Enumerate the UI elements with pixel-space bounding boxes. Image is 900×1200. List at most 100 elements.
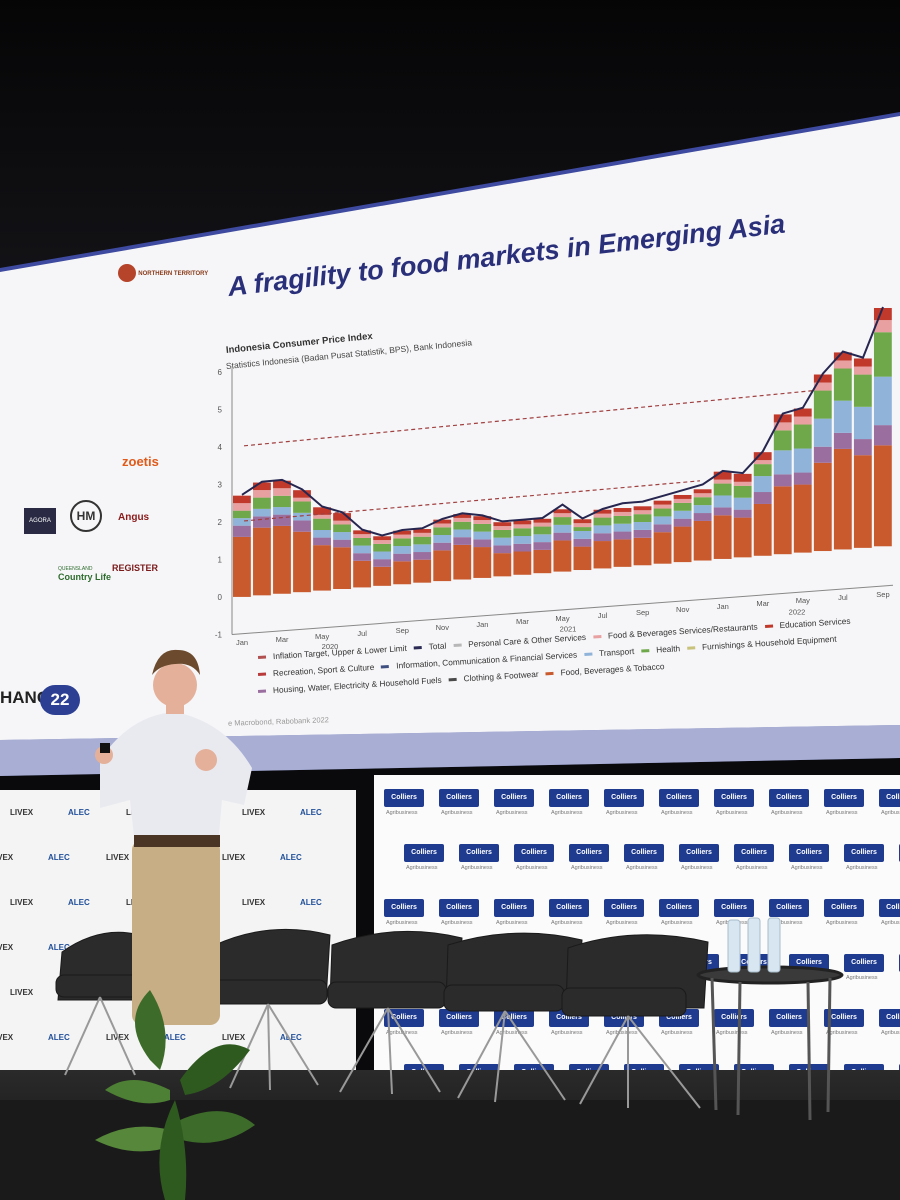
bar-segment — [793, 424, 812, 449]
bar-segment — [393, 530, 412, 535]
bar-segment — [493, 522, 512, 527]
bar-segment — [593, 517, 612, 526]
bar-segment — [773, 486, 792, 555]
bar-segment — [273, 495, 291, 508]
bar-segment — [813, 382, 832, 391]
bar-segment — [573, 523, 592, 528]
bar-segment — [733, 497, 752, 510]
bar-segment — [693, 493, 712, 498]
bar-segment — [253, 527, 271, 596]
x-tick-label: Jul — [357, 629, 367, 638]
bar-segment — [533, 534, 552, 543]
bar-segment — [773, 474, 792, 487]
x-tick-label: Jul — [838, 593, 848, 602]
bar-segment — [633, 529, 652, 538]
bar-segment — [493, 553, 512, 577]
colliers-logo: Colliers — [714, 789, 754, 807]
bar-segment — [613, 523, 632, 532]
y-tick-label: 4 — [218, 443, 223, 452]
bar-segment — [573, 546, 592, 571]
colliers-subtitle: Agribusiness — [826, 920, 858, 926]
bar-segment — [793, 484, 812, 553]
bar-segment — [573, 519, 592, 524]
colliers-subtitle: Agribusiness — [771, 920, 803, 926]
bar-segment — [233, 510, 251, 519]
year-label: 2022 — [789, 607, 806, 616]
colliers-logo: Colliers — [659, 789, 699, 807]
colliers-logo: Colliers — [879, 789, 900, 807]
bar-segment — [273, 514, 291, 526]
bar-segment — [473, 516, 492, 521]
bar-segment — [293, 520, 311, 532]
colliers-logo: Colliers — [404, 844, 444, 862]
bar-segment — [333, 524, 351, 533]
bar-segment — [413, 532, 432, 537]
colliers-subtitle: Agribusiness — [846, 865, 878, 871]
bar-segment — [533, 542, 552, 550]
bar-segment — [373, 540, 392, 544]
bar-segment — [553, 509, 572, 514]
colliers-subtitle: Agribusiness — [826, 810, 858, 816]
colliers-logo: Colliers — [844, 844, 884, 862]
bar-segment — [553, 524, 572, 533]
bar-segment — [433, 527, 452, 536]
alec-logo: ALEC — [164, 1033, 186, 1042]
bar-segment — [473, 520, 492, 524]
colliers-subtitle: Agribusiness — [496, 810, 528, 816]
y-tick-label: -1 — [215, 631, 223, 640]
colliers-subtitle: Agribusiness — [441, 810, 473, 816]
bar-segment — [473, 539, 492, 548]
y-tick-label: 3 — [218, 481, 223, 490]
colliers-logo: Colliers — [824, 1009, 864, 1027]
x-tick-label: Jul — [598, 611, 608, 620]
year-label: 2020 — [322, 642, 339, 651]
bar-segment — [333, 513, 351, 521]
bar-segment — [393, 546, 412, 554]
colliers-subtitle: Agribusiness — [826, 1030, 858, 1036]
bar-segment — [293, 490, 311, 498]
bar-segment — [593, 513, 612, 518]
bar-segment — [613, 515, 632, 524]
bar-segment — [273, 507, 291, 515]
bar-segment — [353, 545, 372, 554]
bar-segment — [673, 502, 692, 511]
colliers-logo: Colliers — [624, 844, 664, 862]
colliers-logo: Colliers — [459, 844, 499, 862]
bar-segment — [453, 529, 472, 538]
northern-territory-logo: NORTHERN TERRITORY — [118, 264, 208, 282]
colliers-subtitle: Agribusiness — [551, 1030, 583, 1036]
x-tick-label: Jan — [476, 620, 488, 629]
nt-circle-icon — [118, 264, 136, 282]
livex-logo: LIVEX — [0, 1033, 14, 1042]
bar-segment — [313, 530, 331, 538]
bar-segment — [833, 352, 852, 361]
bar-segment — [633, 510, 652, 515]
bar-segment — [673, 526, 692, 563]
cpi-chart: -1 0 1 2 3 4 5 6 Jan Mar May Jul Sep Nov Jan Mar May Jul S… — [215, 306, 894, 651]
bar-segment — [473, 523, 492, 532]
bar-segment — [373, 543, 392, 552]
x-tick-label: Sep — [396, 626, 409, 635]
bar-segment — [533, 518, 552, 523]
colliers-subtitle: Agribusiness — [406, 865, 438, 871]
bar-segment — [453, 537, 472, 545]
alec-logo: ALEC — [48, 853, 70, 862]
bar-segment — [613, 508, 632, 512]
colliers-subtitle: Agribusiness — [516, 865, 548, 871]
x-tick-label: Nov — [436, 623, 450, 632]
bar-segment — [293, 501, 311, 513]
chair — [561, 934, 709, 1109]
bar-segment — [713, 507, 732, 516]
alec-logo: ALEC — [48, 1033, 70, 1042]
bar-segment — [833, 448, 852, 550]
bar-segment — [413, 529, 432, 533]
bar-segment — [373, 559, 392, 567]
bar-segment — [753, 476, 772, 493]
chair — [443, 932, 583, 1103]
bar-segment — [553, 540, 572, 572]
bar-segment — [833, 360, 852, 369]
bar-segment — [233, 536, 251, 597]
bar-segment — [393, 538, 412, 547]
bar-segment — [513, 543, 532, 552]
bar-segment — [733, 509, 752, 518]
